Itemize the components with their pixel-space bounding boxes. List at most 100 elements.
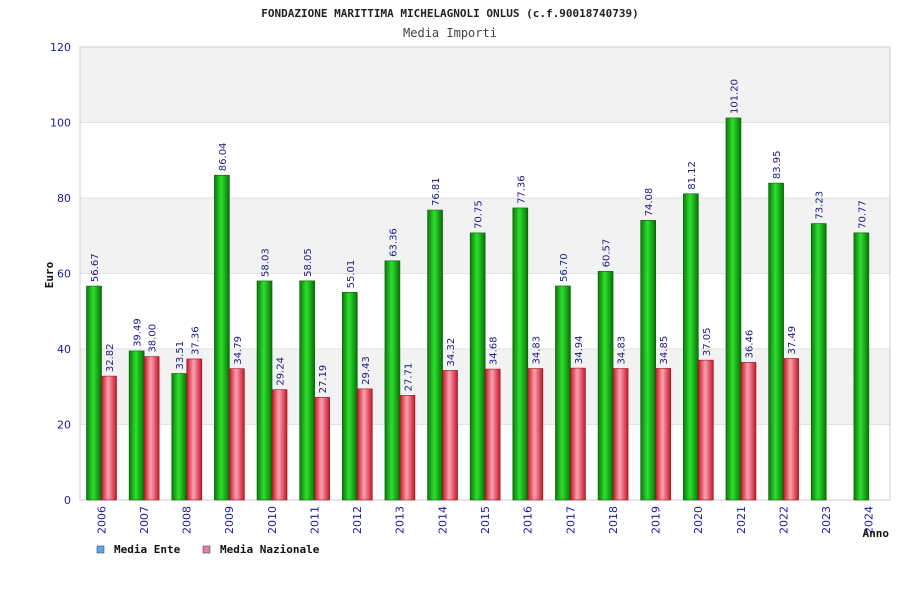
x-tick-label: 2006 xyxy=(95,506,108,534)
x-tick-label: 2017 xyxy=(564,506,577,534)
chart-subtitle: Media Importi xyxy=(403,26,497,40)
bar-media-nazionale xyxy=(314,397,330,501)
data-label-media-nazionale: 34.68 xyxy=(489,336,500,365)
bar-media-ente xyxy=(512,207,529,501)
data-label-media-nazionale: 34.32 xyxy=(446,338,457,367)
bar-media-nazionale xyxy=(570,367,586,501)
x-tick-label: 2015 xyxy=(479,506,492,534)
data-label-media-nazionale: 27.71 xyxy=(403,363,414,392)
legend-swatch-media-ente xyxy=(96,545,105,554)
data-label-media-nazionale: 34.79 xyxy=(233,336,244,365)
data-label-media-nazionale: 29.43 xyxy=(361,356,372,385)
data-label-media-ente: 39.49 xyxy=(133,318,144,347)
bar-media-nazionale xyxy=(143,356,160,501)
data-label-media-ente: 58.05 xyxy=(303,248,314,277)
y-tick-label: 120 xyxy=(50,41,71,54)
x-tick-label: 2010 xyxy=(266,506,279,534)
bar-media-ente xyxy=(128,350,145,501)
data-label-media-nazionale: 34.94 xyxy=(574,335,585,364)
bar-media-nazionale xyxy=(186,358,203,501)
y-tick-label: 20 xyxy=(57,419,71,432)
data-label-media-nazionale: 34.83 xyxy=(617,336,628,365)
x-axis-label: Anno xyxy=(863,527,890,540)
data-label-media-nazionale: 38.00 xyxy=(148,324,159,353)
x-tick-label: 2009 xyxy=(223,506,236,534)
bar-media-nazionale xyxy=(356,388,373,501)
legend-swatch-media-nazionale xyxy=(202,545,211,554)
bar-media-ente xyxy=(768,182,784,501)
legend-label-media-nazionale: Media Nazionale xyxy=(220,543,320,556)
x-tick-label: 2008 xyxy=(181,506,194,534)
data-label-media-nazionale: 34.83 xyxy=(531,336,542,365)
x-tick-label: 2021 xyxy=(735,506,748,534)
bar-media-nazionale xyxy=(527,368,544,501)
bar-media-ente xyxy=(640,220,657,501)
data-label-media-ente: 56.67 xyxy=(90,253,101,282)
bar-media-ente xyxy=(555,285,571,501)
data-label-media-ente: 86.04 xyxy=(218,143,229,172)
bar-media-nazionale xyxy=(612,368,629,501)
data-label-media-nazionale: 34.85 xyxy=(659,336,670,365)
x-tick-label: 2019 xyxy=(650,506,663,534)
x-tick-label: 2016 xyxy=(522,506,535,534)
bar-media-nazionale xyxy=(698,359,714,501)
x-tick-label: 2020 xyxy=(692,506,705,534)
bar-media-nazionale xyxy=(484,368,501,501)
x-tick-label: 2024 xyxy=(863,506,876,534)
data-label-media-ente: 73.23 xyxy=(815,191,826,220)
data-label-media-nazionale: 37.49 xyxy=(787,326,798,355)
data-label-media-nazionale: 36.46 xyxy=(744,330,755,359)
bar-media-nazionale xyxy=(442,370,458,501)
bar-media-ente xyxy=(469,232,486,501)
bar-media-ente xyxy=(810,223,827,501)
data-label-media-ente: 60.57 xyxy=(602,239,613,268)
y-tick-label: 80 xyxy=(57,192,71,205)
data-label-media-ente: 81.12 xyxy=(687,161,698,190)
chart-title: FONDAZIONE MARITTIMA MICHELAGNOLI ONLUS … xyxy=(261,7,639,20)
y-tick-label: 60 xyxy=(57,268,71,281)
data-label-media-ente: 101.20 xyxy=(729,79,740,114)
bar-media-ente xyxy=(853,232,870,501)
y-axis-label: Euro xyxy=(43,261,56,288)
data-label-media-ente: 33.51 xyxy=(175,341,186,370)
data-label-media-ente: 70.75 xyxy=(474,200,485,229)
x-tick-label: 2007 xyxy=(138,506,151,534)
data-label-media-nazionale: 37.05 xyxy=(702,327,713,356)
bar-media-ente xyxy=(341,292,358,501)
bar-media-ente xyxy=(256,280,273,501)
y-tick-label: 0 xyxy=(64,494,71,507)
legend: Media Ente Media Nazionale xyxy=(96,543,320,556)
bar-media-ente xyxy=(299,280,315,501)
x-tick-label: 2023 xyxy=(820,506,833,534)
data-label-media-ente: 70.77 xyxy=(857,200,868,229)
x-tick-label: 2011 xyxy=(308,506,321,534)
x-tick-label: 2022 xyxy=(777,506,790,534)
bar-media-ente xyxy=(597,271,614,501)
x-tick-label: 2012 xyxy=(351,506,364,534)
bar-media-ente xyxy=(427,209,443,501)
data-label-media-ente: 77.36 xyxy=(516,175,527,204)
data-label-media-ente: 76.81 xyxy=(431,177,442,206)
data-label-media-ente: 74.08 xyxy=(644,188,655,217)
data-label-media-nazionale: 37.36 xyxy=(190,326,201,355)
x-axis: 2006 2007 2008 2009 2010 2011 2012 2013 2014 2015… xyxy=(95,506,875,534)
bar-media-nazionale xyxy=(271,389,288,501)
y-tick-label: 100 xyxy=(50,117,71,130)
legend-label-media-ente: Media Ente xyxy=(114,543,181,556)
data-label-media-nazionale: 32.82 xyxy=(105,343,116,372)
bar-media-ente xyxy=(171,373,188,501)
plot-band xyxy=(80,47,890,123)
bar-media-nazionale xyxy=(229,368,245,501)
bar-media-nazionale xyxy=(101,375,117,501)
bar-media-ente xyxy=(384,260,401,501)
data-label-media-ente: 55.01 xyxy=(346,260,357,289)
x-tick-label: 2013 xyxy=(394,506,407,534)
data-label-media-nazionale: 29.24 xyxy=(276,357,287,386)
bars-layer: 56.67 32.82 39.49 38.00 33.51 37.36 86.04 34.79… xyxy=(86,79,870,501)
bar-media-ente xyxy=(683,193,699,501)
bar-media-nazionale xyxy=(740,362,757,501)
y-axis: 0 20 40 60 80 100 120 xyxy=(50,41,71,507)
data-label-media-ente: 63.36 xyxy=(388,228,399,257)
bar-media-nazionale xyxy=(399,395,416,501)
x-tick-label: 2014 xyxy=(436,506,449,534)
